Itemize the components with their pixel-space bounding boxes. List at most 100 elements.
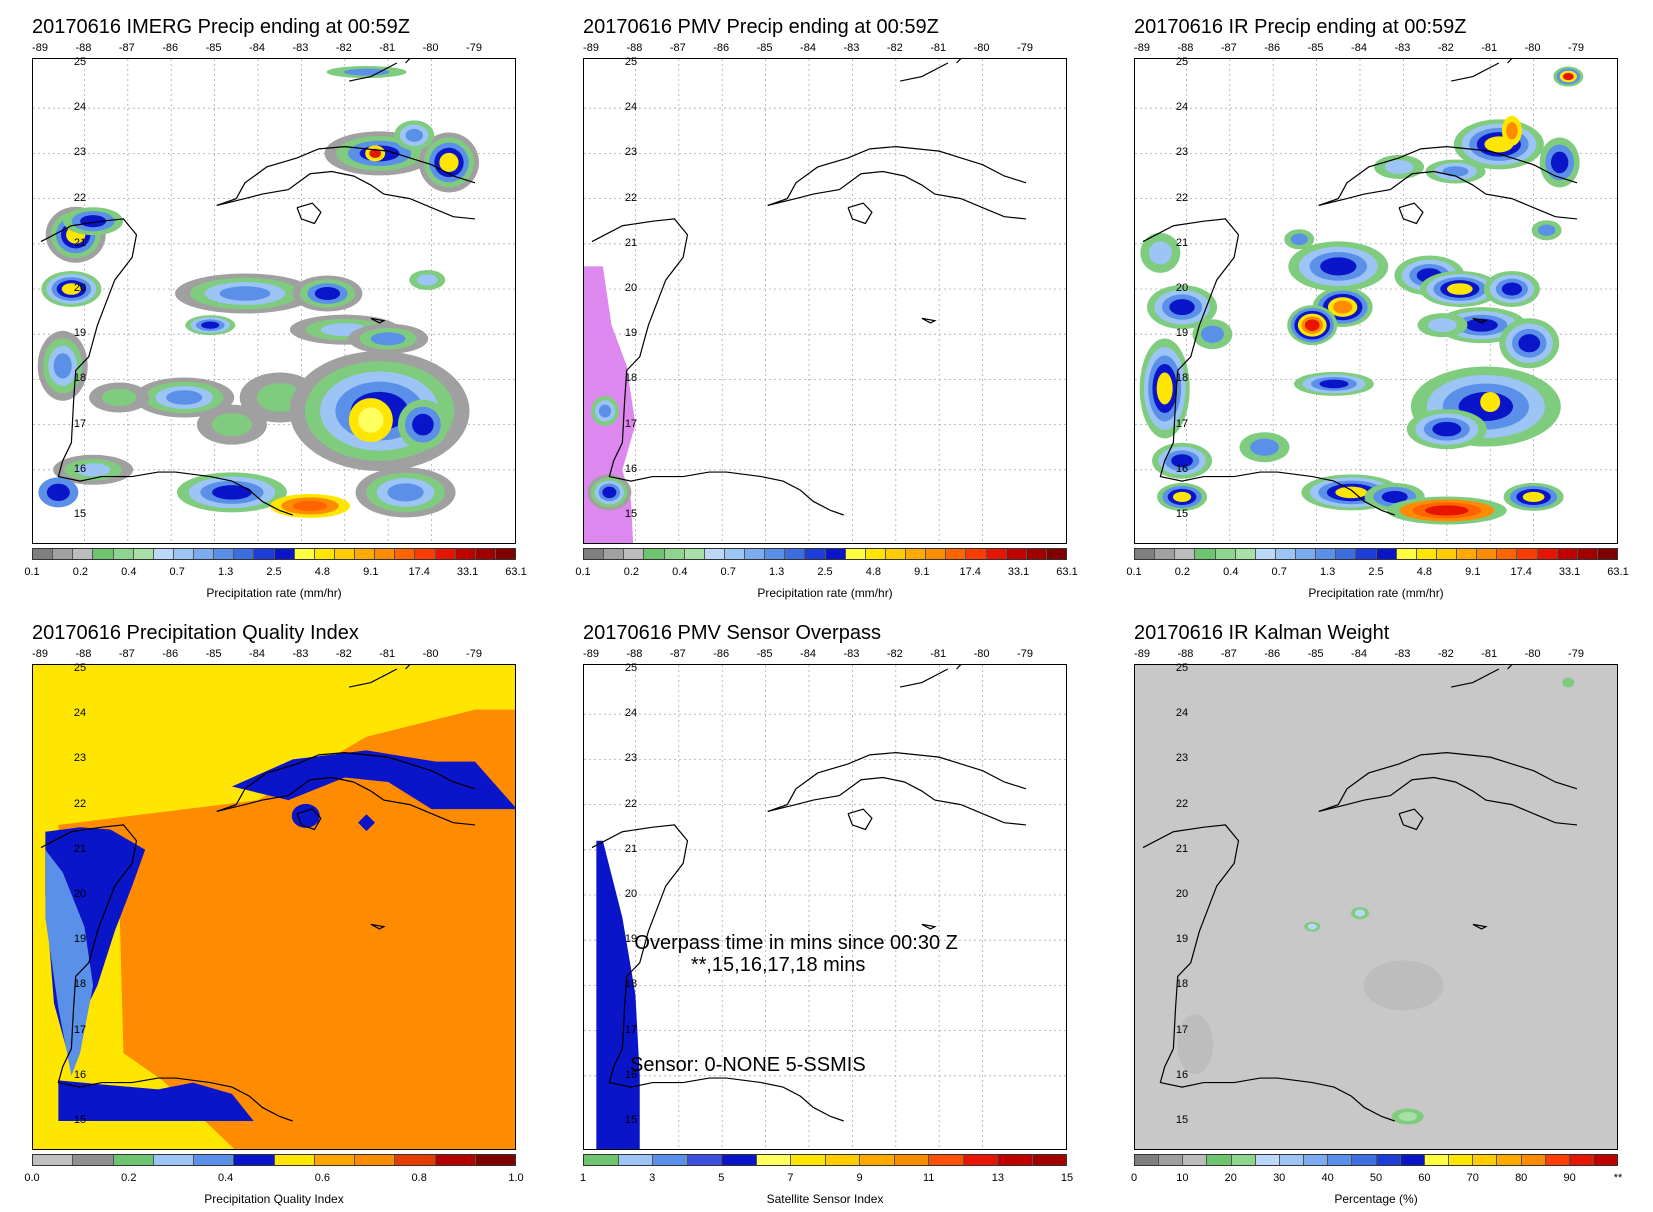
colorbar-swatch xyxy=(455,549,476,559)
colorbar-swatch xyxy=(966,549,987,559)
colorbar-tick-label: 1 xyxy=(579,1172,587,1184)
colorbar-tick-label: 30 xyxy=(1273,1172,1286,1184)
lon-tick-label: -81 xyxy=(1481,42,1498,54)
colorbar-swatch xyxy=(1175,549,1196,559)
lon-tick-label: -84 xyxy=(800,42,816,54)
lat-tick-label: 19 xyxy=(73,933,87,946)
colorbar-label: Precipitation rate (mm/hr) xyxy=(1308,586,1444,600)
lat-tick-label: 18 xyxy=(624,372,638,385)
lon-tick-label: -82 xyxy=(886,42,903,54)
lat-tick-label: 18 xyxy=(1175,372,1189,385)
colorbar-tick-label: 1.3 xyxy=(768,566,785,578)
colorbar-swatch xyxy=(93,549,114,559)
colorbar-swatch xyxy=(624,549,645,559)
colorbar-swatch xyxy=(1416,549,1437,559)
lon-tick-label: -89 xyxy=(32,648,48,660)
colorbar-swatch xyxy=(194,549,215,559)
lon-tick-label: -89 xyxy=(32,42,48,54)
lon-tick-label: -87 xyxy=(118,42,135,54)
colorbar-swatch xyxy=(113,1155,154,1165)
colorbar-swatch xyxy=(1400,1155,1425,1165)
colorbar-swatch xyxy=(1195,549,1216,559)
lon-tick-label: -87 xyxy=(118,648,135,660)
lon-tick-label: -86 xyxy=(1264,648,1281,660)
colorbar-tick-label: 0.1 xyxy=(1126,566,1142,578)
colorbar-tick-label: 17.4 xyxy=(1510,566,1532,578)
colorbar-swatch xyxy=(173,549,194,559)
lat-tick-label: 21 xyxy=(1175,236,1189,249)
colorbar-swatch xyxy=(825,1155,860,1165)
colorbar-tick-label: ** xyxy=(1613,1172,1623,1184)
colorbar-swatch xyxy=(214,549,235,559)
colorbar-swatch xyxy=(1159,1155,1184,1165)
colorbar-label: Precipitation rate (mm/hr) xyxy=(206,586,342,600)
colorbar-swatch xyxy=(894,1155,929,1165)
colorbar-tick-label: 2.5 xyxy=(817,566,833,578)
lat-tick-label: 15 xyxy=(624,508,638,520)
colorbar-swatch xyxy=(1597,549,1617,559)
lon-tick-label: -82 xyxy=(335,42,352,54)
lon-tick-label: -82 xyxy=(335,648,352,660)
lon-tick-label: -81 xyxy=(1481,648,1498,660)
lat-tick-label: 16 xyxy=(73,462,87,475)
lat-tick-label: 22 xyxy=(73,191,87,204)
colorbar xyxy=(32,1154,516,1166)
lon-tick-label: -83 xyxy=(292,42,309,54)
lat-tick-label: 20 xyxy=(624,888,638,900)
colorbar-tick-label: 1.0 xyxy=(508,1172,524,1184)
lon-tick-label: -82 xyxy=(886,648,903,660)
colorbar-tick-label: 4.8 xyxy=(1416,566,1433,578)
colorbar-label: Satellite Sensor Index xyxy=(766,1192,884,1206)
colorbar-swatch xyxy=(1255,1155,1280,1165)
colorbar-swatch xyxy=(1328,1155,1353,1165)
annotation-text: **,15,16,17,18 mins xyxy=(690,954,866,977)
map-canvas xyxy=(1135,665,1617,1149)
lon-tick-label: -88 xyxy=(1177,648,1194,660)
lon-tick-label: -88 xyxy=(626,648,643,660)
chart-panel: 20170616 IMERG Precip ending at 00:59Z -8… xyxy=(0,0,551,606)
map-canvas xyxy=(1135,59,1617,543)
colorbar-swatch xyxy=(1135,549,1156,559)
chart-title: 20170616 IMERG Precip ending at 00:59Z xyxy=(32,16,411,38)
colorbar-swatch xyxy=(395,549,416,559)
lat-tick-label: 16 xyxy=(624,1068,638,1081)
lat-tick-label: 17 xyxy=(1175,417,1189,430)
colorbar-swatch xyxy=(644,549,665,559)
lon-tick-label: -83 xyxy=(1394,648,1411,660)
lon-tick-label: -80 xyxy=(1524,42,1541,54)
colorbar-swatch xyxy=(113,549,134,559)
colorbar-swatch xyxy=(805,549,826,559)
lon-tick-label: -81 xyxy=(379,42,396,54)
lon-tick-label: -84 xyxy=(249,648,265,660)
colorbar-swatch xyxy=(475,1155,515,1165)
colorbar-swatch xyxy=(1046,549,1066,559)
colorbar-tick-label: 0.7 xyxy=(1271,566,1287,578)
lon-tick-label: -79 xyxy=(1568,42,1584,54)
colorbar-swatch xyxy=(1497,1155,1522,1165)
lat-tick-label: 25 xyxy=(1175,56,1189,68)
colorbar-tick-label: 9 xyxy=(856,1172,863,1184)
lat-tick-label: 17 xyxy=(1175,1023,1189,1036)
map-plot-area xyxy=(583,58,1067,544)
colorbar-tick-label: 20 xyxy=(1224,1172,1237,1184)
lat-tick-label: 25 xyxy=(624,662,638,674)
lat-tick-label: 17 xyxy=(73,417,87,430)
lon-tick-label: -79 xyxy=(466,42,482,54)
colorbar-swatch xyxy=(929,1155,964,1165)
colorbar-swatch xyxy=(194,1155,235,1165)
colorbar-swatch xyxy=(274,1155,315,1165)
lon-tick-label: -85 xyxy=(756,648,773,660)
lon-tick-label: -85 xyxy=(1307,42,1324,54)
lon-tick-label: -79 xyxy=(1017,42,1033,54)
colorbar-swatch xyxy=(618,1155,653,1165)
lat-tick-label: 23 xyxy=(1175,752,1189,765)
colorbar-tick-label: 11 xyxy=(922,1172,935,1184)
colorbar-swatch xyxy=(1336,549,1357,559)
colorbar xyxy=(583,548,1067,560)
colorbar-tick-label: 0.6 xyxy=(314,1172,331,1184)
lat-tick-label: 19 xyxy=(1175,933,1189,946)
lon-tick-label: -83 xyxy=(292,648,309,660)
lon-tick-label: -89 xyxy=(583,42,599,54)
lon-tick-label: -80 xyxy=(422,42,439,54)
lat-tick-label: 24 xyxy=(624,707,638,720)
